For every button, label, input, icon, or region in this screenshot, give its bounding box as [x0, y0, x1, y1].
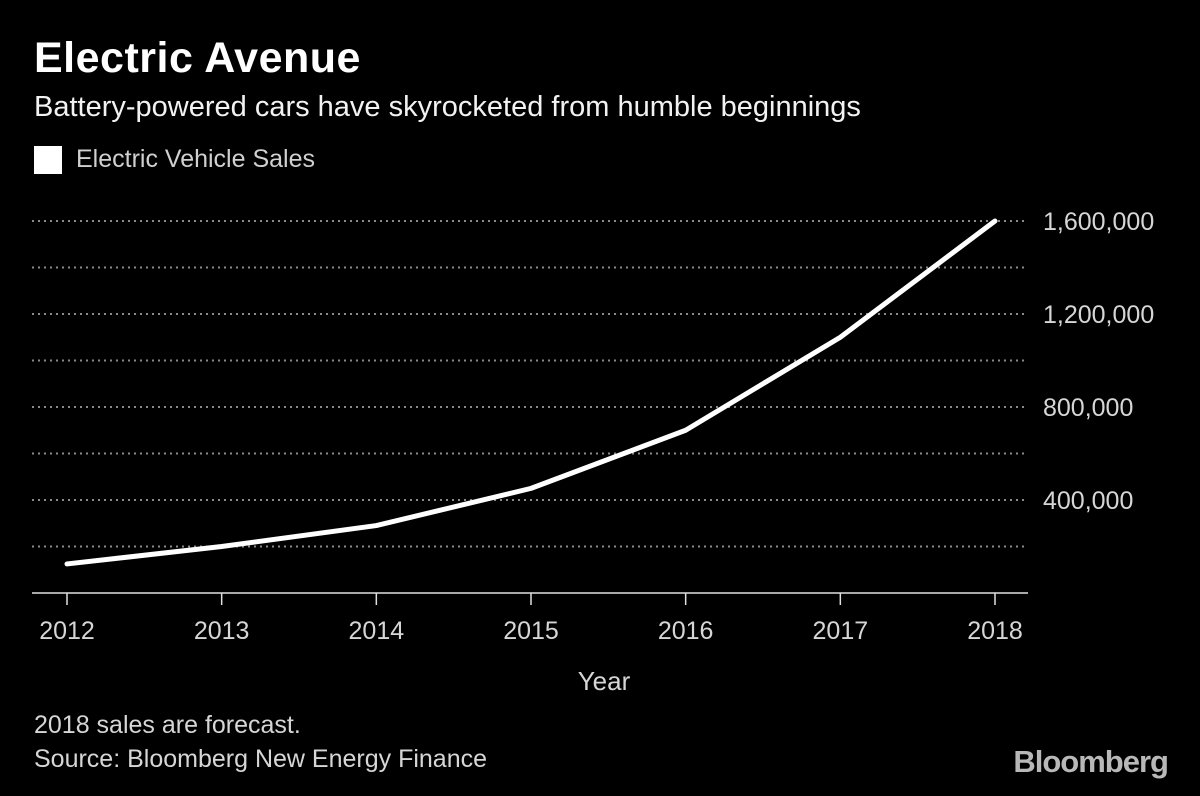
y-tick-label: 1,200,000 [1043, 301, 1154, 329]
x-tick-label: 2012 [39, 617, 95, 645]
source-note: Source: Bloomberg New Energy Finance [34, 745, 488, 773]
x-tick-label: 2014 [349, 617, 405, 645]
x-tick-label: 2017 [813, 617, 869, 645]
forecast-note: 2018 sales are forecast. [34, 711, 301, 739]
chart-subtitle: Battery-powered cars have skyrocketed fr… [34, 91, 861, 123]
y-tick-label: 1,600,000 [1043, 208, 1154, 236]
x-tick-label: 2016 [658, 617, 714, 645]
legend-label: Electric Vehicle Sales [76, 145, 316, 173]
bloomberg-logo: Bloomberg [1013, 744, 1169, 779]
chart-title: Electric Avenue [34, 34, 361, 82]
y-tick-label: 400,000 [1043, 487, 1133, 515]
x-tick-label: 2015 [503, 617, 559, 645]
axis-layer [32, 592, 1028, 605]
legend-swatch [34, 145, 62, 174]
x-tick-label: 2018 [967, 617, 1023, 645]
label-layer: 2012 2013 2014 2015 2016 2017 2018 400,000 800,0… [39, 208, 1154, 696]
x-tick-label: 2013 [194, 617, 250, 645]
series-line [64, 218, 998, 567]
y-tick-label: 800,000 [1043, 394, 1133, 422]
grid-layer [32, 220, 1028, 548]
legend: Electric Vehicle Sales [34, 145, 315, 174]
x-axis-title: Year [578, 666, 631, 696]
series-layer [64, 218, 998, 567]
footnote: 2018 sales are forecast. Source: Bloombe… [34, 708, 487, 776]
